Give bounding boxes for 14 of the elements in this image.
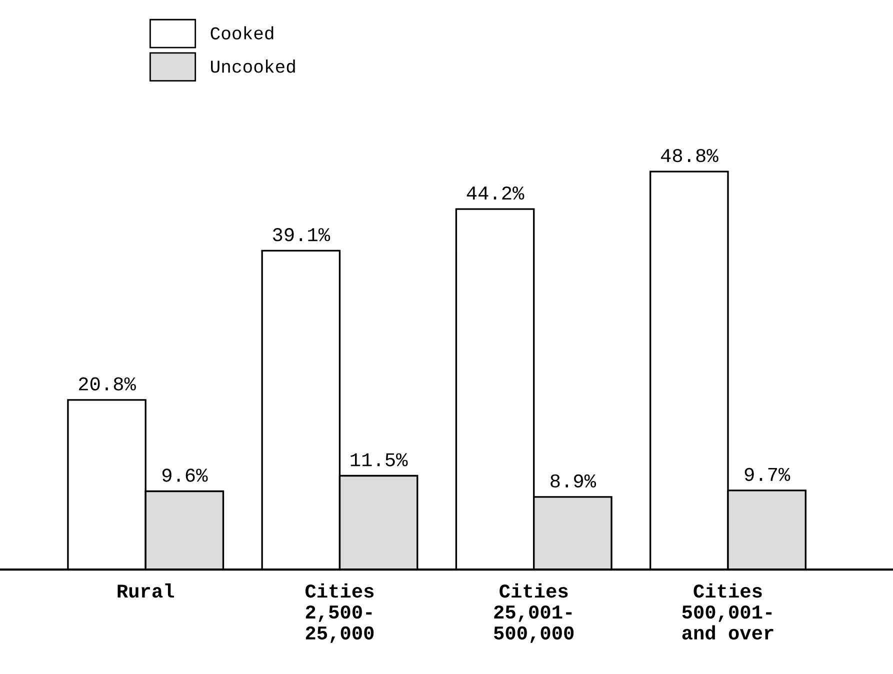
data-label: 20.8% — [78, 377, 136, 390]
legend-label: Uncooked — [211, 60, 295, 73]
data-label: 9.7% — [744, 468, 790, 482]
data-label: 44.2% — [466, 186, 524, 200]
x-tick-label: Rural — [118, 583, 174, 598]
data-label: 11.5% — [350, 453, 408, 466]
data-label: 8.9% — [550, 474, 596, 488]
data-label: 9.6% — [162, 468, 208, 482]
data-label: 48.8% — [660, 148, 718, 162]
x-tick-label: Cities 500,001- and over — [682, 583, 774, 640]
data-label: 39.1% — [272, 228, 330, 242]
x-tick-label: Cities 2,500- 25,000 — [305, 583, 374, 643]
x-tick-label: Cities 25,001- 500,000 — [494, 583, 574, 643]
legend-label: Cooked — [210, 26, 274, 40]
